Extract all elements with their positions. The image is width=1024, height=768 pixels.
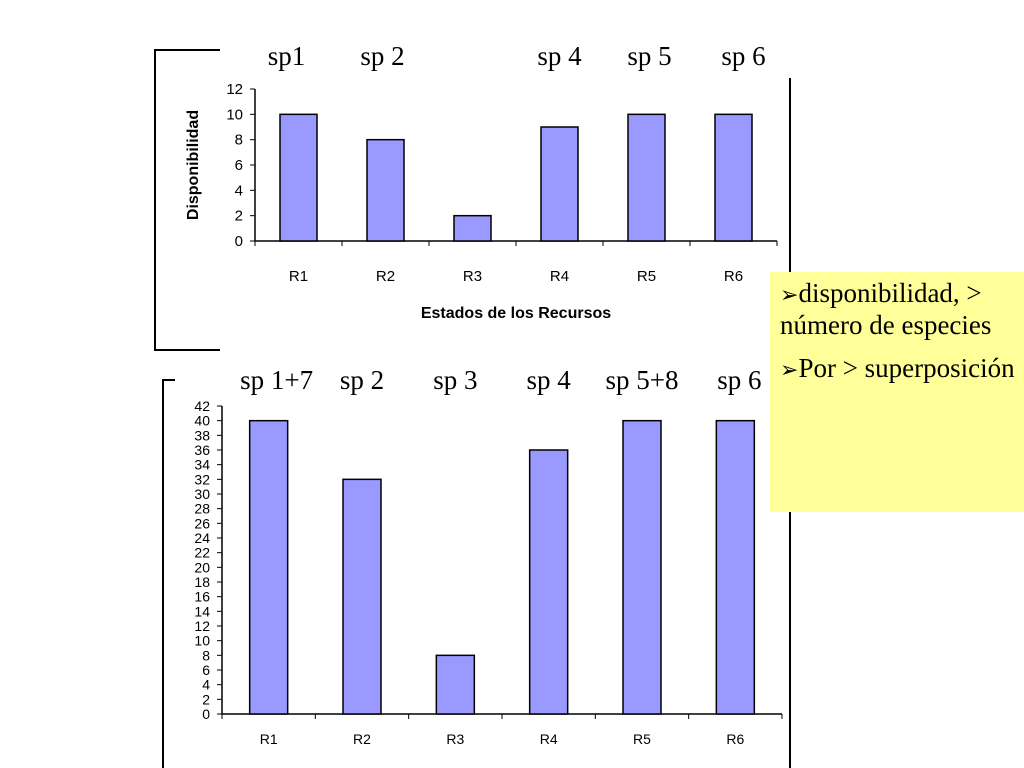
y-tick-label: 32 bbox=[194, 471, 210, 487]
note-item-2: ➢Por > superposición bbox=[780, 353, 1015, 383]
species-label: sp 4 bbox=[537, 41, 582, 71]
species-label: sp 2 bbox=[360, 41, 404, 71]
y-tick-label: 20 bbox=[194, 559, 210, 575]
y-tick-label: 12 bbox=[194, 618, 210, 634]
species-label: sp 4 bbox=[527, 365, 572, 395]
y-tick-label: 2 bbox=[202, 691, 210, 707]
note-box: ➢disponibilidad, > número de especies ➢P… bbox=[770, 272, 1024, 512]
y-tick-label: 28 bbox=[194, 501, 210, 517]
y-tick-label: 10 bbox=[226, 106, 243, 123]
bar-r6 bbox=[715, 419, 756, 715]
x-tick-label: R3 bbox=[446, 731, 464, 747]
y-tick-label: 34 bbox=[194, 457, 210, 473]
y-tick-label: 2 bbox=[235, 208, 243, 225]
y-tick-label: 0 bbox=[202, 706, 210, 722]
y-tick-label: 6 bbox=[235, 157, 243, 174]
y-tick-label: 14 bbox=[194, 603, 210, 619]
chart1-frame bbox=[154, 49, 791, 351]
y-tick-label: 8 bbox=[235, 132, 243, 149]
y-tick-label: 4 bbox=[235, 182, 243, 199]
species-label: sp 5+8 bbox=[606, 365, 679, 395]
y-tick-label: 12 bbox=[226, 81, 243, 98]
bar-r4 bbox=[528, 449, 569, 715]
x-tick-label: R4 bbox=[550, 268, 569, 285]
y-tick-label: 38 bbox=[194, 427, 210, 443]
y-tick-label: 4 bbox=[202, 677, 210, 693]
y-tick-label: 16 bbox=[194, 589, 210, 605]
y-axis-title: Disponibilidad bbox=[185, 110, 202, 220]
bar-r5 bbox=[627, 113, 666, 242]
bar-r3 bbox=[453, 214, 492, 242]
x-tick-label: R2 bbox=[376, 268, 395, 285]
y-tick-label: 8 bbox=[202, 647, 210, 663]
x-tick-label: R1 bbox=[289, 268, 308, 285]
y-tick-label: 36 bbox=[194, 442, 210, 458]
y-tick-label: 24 bbox=[194, 530, 210, 546]
x-tick-label: R1 bbox=[260, 731, 278, 747]
y-tick-label: 30 bbox=[194, 486, 210, 502]
bar-r4 bbox=[540, 126, 579, 242]
species-label: sp1 bbox=[268, 41, 306, 71]
note-item-1: ➢disponibilidad, > número de especies bbox=[780, 278, 992, 340]
bar-r2 bbox=[366, 138, 405, 242]
x-tick-label: R6 bbox=[724, 268, 743, 285]
species-label: sp 6 bbox=[721, 41, 765, 71]
y-tick-label: 18 bbox=[194, 574, 210, 590]
species-label: sp 1+7 bbox=[240, 365, 313, 395]
bar-r1 bbox=[279, 113, 318, 242]
bar-r1 bbox=[248, 419, 289, 715]
arrow-bullet-icon: ➢ bbox=[780, 357, 799, 382]
species-label: sp 2 bbox=[340, 365, 384, 395]
species-label: sp 5 bbox=[627, 41, 671, 71]
x-tick-label: R6 bbox=[726, 731, 744, 747]
arrow-bullet-icon: ➢ bbox=[780, 282, 799, 307]
species-label: sp 3 bbox=[433, 365, 477, 395]
bar-r5 bbox=[622, 419, 662, 715]
x-tick-label: R5 bbox=[633, 731, 651, 747]
y-tick-label: 0 bbox=[235, 233, 243, 250]
bar-r3 bbox=[435, 654, 476, 715]
chart-superposition: 024681012141618202224262830323436384042R… bbox=[194, 365, 783, 747]
chart-availability: 0 2 4 6 8 10 12 R1 sp1 R2 sp 2 R3 R4 sp 4 R5 sp 5 R6 sp 6… bbox=[185, 41, 778, 322]
bar-r6 bbox=[714, 113, 753, 242]
x-tick-label: R4 bbox=[540, 731, 558, 747]
y-tick-label: 6 bbox=[202, 662, 210, 678]
x-tick-label: R3 bbox=[463, 268, 482, 285]
x-tick-label: R2 bbox=[353, 731, 371, 747]
bar-r2 bbox=[342, 478, 382, 715]
y-tick-label: 26 bbox=[194, 515, 210, 531]
x-axis-title: Estados de los Recursos bbox=[421, 305, 611, 322]
species-label: sp 6 bbox=[717, 365, 761, 395]
y-tick-label: 42 bbox=[194, 398, 210, 414]
x-tick-label: R5 bbox=[637, 268, 656, 285]
y-tick-label: 40 bbox=[194, 413, 210, 429]
y-tick-label: 10 bbox=[194, 633, 210, 649]
y-tick-label: 22 bbox=[194, 545, 210, 561]
